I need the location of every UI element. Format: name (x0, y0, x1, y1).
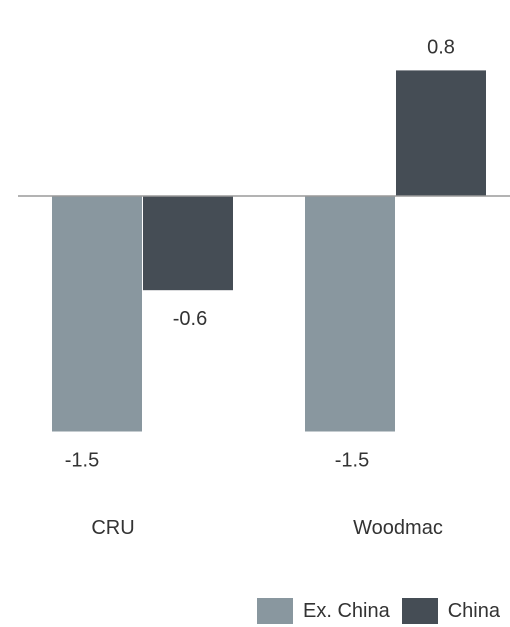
legend-item-china: China (401, 598, 500, 624)
data-label: -1.5 (65, 450, 99, 472)
legend-label-china: China (447, 599, 500, 622)
category-label: CRU (91, 517, 134, 539)
bar-china-cru (143, 196, 233, 291)
legend-item-ex-china: Ex. China (257, 598, 390, 624)
legend-swatch-china (401, 598, 438, 624)
legend-swatch-ex-china (257, 598, 294, 624)
data-label: -1.5 (335, 450, 369, 472)
bar-ex-china-cru (52, 196, 142, 432)
data-label: 0.8 (427, 36, 455, 58)
bar-ex-china-woodmac (305, 196, 395, 432)
bar-china-woodmac (396, 70, 486, 196)
data-label: -0.6 (173, 308, 207, 330)
legend: Ex. China China (257, 598, 500, 624)
legend-label-ex-china: Ex. China (303, 599, 390, 622)
category-label: Woodmac (353, 517, 443, 539)
